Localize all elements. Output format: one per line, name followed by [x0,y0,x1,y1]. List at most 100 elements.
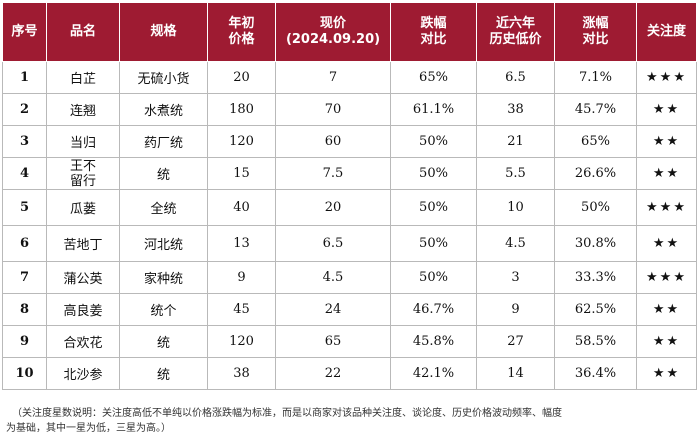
cell-drop: 50% [390,225,477,262]
cell-name: 白芷 [46,61,120,94]
note-line-2: 为基础，其中一星为低，三星为高。） [6,423,171,434]
cell-current-price: 60 [275,125,391,158]
cell-no: 3 [2,125,47,158]
attention-stars-icon: ★★ [636,293,697,326]
header-attention: 关注度 [636,2,697,62]
cell-drop: 61.1% [390,93,477,126]
table-row: 10 北沙参统 38 22 42.1% 14 36.4% ★★ [2,357,697,390]
attention-stars-icon: ★★ [636,357,697,390]
cell-current-price: 20 [275,189,391,226]
cell-start-price: 15 [207,157,276,190]
cell-rise: 36.4% [554,357,637,390]
cell-start-price: 9 [207,261,276,294]
cell-spec: 无硫小货 [119,61,208,94]
cell-six-year-low: 4.5 [476,225,555,262]
cell-current-price: 7.5 [275,157,391,190]
attention-stars-icon: ★★★ [636,189,697,226]
cell-no: 2 [2,93,47,126]
cell-current-price: 24 [275,293,391,326]
header-no: 序号 [2,2,47,62]
cell-no: 10 [2,357,47,390]
cell-name: 连翘 [46,93,120,126]
cell-spec: 统个 [119,293,208,326]
cell-start-price: 45 [207,293,276,326]
table-body: 1 白芷 无硫小货 20 7 65% 6.5 7.1% ★★★ 2 连翘 水煮统 180 70 61.1% 3… [2,61,697,390]
table-row: 1 白芷 无硫小货 20 7 65% 6.5 7.1% ★★★ [2,61,697,94]
header-low-line1: 近六年 [495,16,535,31]
cell-start-price: 20 [207,61,276,94]
header-current-line2: (2024.09.20) [285,32,381,47]
cell-spec: 统 [119,325,208,358]
cell-spec: 河北统 [119,225,208,262]
table-row: 2 连翘 水煮统 180 70 61.1% 38 45.7% ★★ [2,93,697,126]
cell-start-price: 180 [207,93,276,126]
cell-no: 6 [2,225,47,262]
table-row: 8 高良姜 统个 45 24 46.7% 9 62.5% ★★ [2,293,697,326]
cell-name: 当归 [46,125,120,158]
cell-name: 蒲公英 [46,261,120,294]
cell-rise: 58.5% [554,325,637,358]
header-current-price: 现价 (2024.09.20) [275,2,391,62]
note-line-1: （关注度星数说明：关注度高低不单纯以价格涨跌幅为标准，而是以商家对该品种关注度、… [12,408,562,419]
table-row: 7 蒲公英 家种统 9 4.5 50% 3 33.3% ★★★ [2,261,697,294]
cell-current-price: 70 [275,93,391,126]
header-spec: 规格 [119,2,208,62]
header-row: 序号 品名 规格 年初 价格 现价 (2024.09.20) 跌幅 对比 近六年… [2,2,697,62]
cell-no: 1 [2,61,47,94]
cell-name: 北沙参 [46,357,120,390]
cell-start-price: 13 [207,225,276,262]
attention-stars-icon: ★★★ [636,261,697,294]
cell-current-price: 65 [275,325,391,358]
cell-start-price: 120 [207,125,276,158]
cell-rise: 7.1% [554,61,637,94]
header-start-price: 年初 价格 [207,2,276,62]
cell-six-year-low: 14 [476,357,555,390]
table-row: 4 王不留行统 15 7.5 50% 5.5 26.6% ★★ [2,157,697,190]
cell-six-year-low: 38 [476,93,555,126]
cell-six-year-low: 21 [476,125,555,158]
cell-drop: 50% [390,189,477,226]
table-row: 6 苦地丁 河北统 13 6.5 50% 4.5 30.8% ★★ [2,225,697,262]
cell-no: 7 [2,261,47,294]
cell-current-price: 4.5 [275,261,391,294]
cell-drop: 50% [390,125,477,158]
header-drop: 跌幅 对比 [390,2,477,62]
cell-name: 苦地丁 [46,225,120,262]
cell-drop: 45.8% [390,325,477,358]
cell-current-price: 22 [275,357,391,390]
cell-rise: 33.3% [554,261,637,294]
attention-stars-icon: ★★ [636,325,697,358]
cell-no: 8 [2,293,47,326]
cell-drop: 50% [390,157,477,190]
cell-spec: 水煮统 [119,93,208,126]
cell-drop: 50% [390,261,477,294]
table-row: 5 瓜蒌 全统 40 20 50% 10 50% ★★★ [2,189,697,226]
header-rise-line1: 涨幅 [582,16,609,31]
cell-name: 合欢花 [46,325,120,358]
cell-name: 瓜蒌 [46,189,120,226]
cell-drop: 42.1% [390,357,477,390]
attention-stars-icon: ★★★ [636,61,697,94]
attention-note: （关注度星数说明：关注度高低不单纯以价格涨跌幅为标准，而是以商家对该品种关注度、… [4,406,694,436]
cell-six-year-low: 3 [476,261,555,294]
header-rise: 涨幅 对比 [554,2,637,62]
attention-stars-icon: ★★ [636,125,697,158]
cell-drop: 46.7% [390,293,477,326]
table-row: 3 当归 药厂统 120 60 50% 21 65% ★★ [2,125,697,158]
cell-rise: 30.8% [554,225,637,262]
header-low-line2: 历史低价 [489,32,542,47]
cell-rise: 26.6% [554,157,637,190]
header-name: 品名 [46,2,120,62]
cell-six-year-low: 5.5 [476,157,555,190]
cell-six-year-low: 10 [476,189,555,226]
cell-start-price: 40 [207,189,276,226]
cell-current-price: 7 [275,61,391,94]
cell-spec: 家种统 [119,261,208,294]
cell-spec: 统 [119,157,208,190]
cell-six-year-low: 27 [476,325,555,358]
cell-spec: 全统 [119,189,208,226]
cell-name: 王不留行 [46,157,120,190]
cell-no: 9 [2,325,47,358]
attention-stars-icon: ★★ [636,157,697,190]
cell-rise: 65% [554,125,637,158]
